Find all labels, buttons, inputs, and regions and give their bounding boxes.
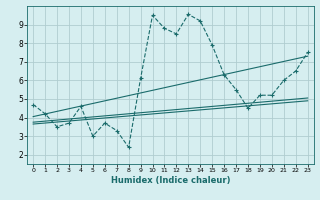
X-axis label: Humidex (Indice chaleur): Humidex (Indice chaleur) bbox=[111, 176, 230, 185]
